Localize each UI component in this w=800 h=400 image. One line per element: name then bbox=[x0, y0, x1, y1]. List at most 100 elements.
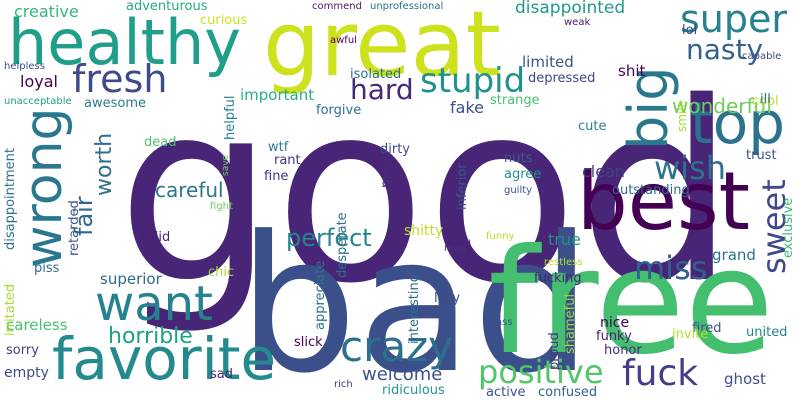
word: forgive bbox=[316, 103, 362, 118]
word: fucking bbox=[534, 271, 582, 286]
word: horrible bbox=[108, 324, 193, 349]
word: dead bbox=[144, 135, 177, 150]
word: favorite bbox=[52, 325, 277, 393]
word: healthy bbox=[8, 6, 241, 79]
word: adventurous bbox=[126, 0, 208, 14]
word: appreciate bbox=[313, 260, 328, 330]
word: interesting bbox=[407, 274, 422, 344]
word: nasty bbox=[686, 33, 764, 66]
word: ghost bbox=[724, 370, 766, 388]
word: helpful bbox=[223, 95, 238, 140]
word: wonderful bbox=[672, 94, 772, 118]
word: disappointment bbox=[3, 147, 18, 250]
word: important bbox=[240, 86, 315, 104]
word: rant bbox=[274, 153, 301, 168]
word: cool bbox=[752, 94, 779, 109]
word: bad bbox=[238, 196, 592, 400]
word: positive bbox=[478, 353, 604, 391]
word: good bbox=[117, 50, 736, 338]
word: isolated bbox=[350, 67, 402, 82]
word: limited bbox=[522, 53, 574, 71]
word: shitty bbox=[404, 223, 444, 239]
word: superior bbox=[100, 270, 162, 288]
word: careful bbox=[155, 178, 224, 202]
word: hard bbox=[350, 73, 414, 106]
word: unacceptable bbox=[4, 96, 72, 107]
word: wish bbox=[654, 149, 727, 187]
word: loyal bbox=[20, 72, 58, 91]
word: worth bbox=[92, 132, 117, 196]
word: rich bbox=[334, 379, 353, 390]
word: save bbox=[221, 154, 231, 176]
word: slick bbox=[294, 335, 323, 350]
word: mess bbox=[379, 153, 394, 188]
word: stupid bbox=[420, 61, 526, 101]
word: disappointed bbox=[515, 0, 626, 18]
word: miss bbox=[634, 249, 708, 287]
word: fight bbox=[210, 201, 233, 212]
word: outstanding bbox=[612, 183, 690, 198]
word: ill bbox=[760, 92, 771, 107]
word: shit bbox=[618, 62, 646, 80]
word: sad bbox=[210, 367, 233, 382]
word: helpless bbox=[4, 61, 45, 72]
word: shameful bbox=[563, 293, 578, 354]
word: dirty bbox=[380, 142, 410, 157]
word: weak bbox=[564, 17, 591, 28]
word: desperate bbox=[335, 212, 350, 278]
word: fake bbox=[450, 98, 484, 117]
word: honor bbox=[604, 343, 642, 358]
word: top bbox=[690, 89, 786, 157]
word: funny bbox=[486, 231, 515, 242]
word: clean bbox=[582, 162, 626, 181]
word: curious bbox=[200, 13, 248, 28]
word: sorry bbox=[6, 343, 39, 358]
word: true bbox=[548, 230, 581, 249]
word: awful bbox=[330, 35, 357, 46]
word: confused bbox=[538, 385, 598, 400]
word: strange bbox=[490, 93, 540, 108]
word: cute bbox=[578, 119, 607, 134]
word: restless bbox=[544, 257, 583, 268]
word: chic bbox=[208, 265, 235, 280]
word: fine bbox=[264, 169, 289, 184]
word: creative bbox=[14, 2, 79, 21]
word: commend bbox=[312, 1, 362, 12]
word: active bbox=[486, 385, 526, 400]
word: welcome bbox=[362, 364, 443, 385]
word: guilty bbox=[504, 185, 533, 196]
word: mad bbox=[444, 243, 467, 254]
word: perfect bbox=[286, 224, 372, 252]
word: ridiculous bbox=[382, 383, 445, 398]
word: trust bbox=[746, 148, 777, 163]
word: ass bbox=[496, 317, 513, 328]
word: irritated bbox=[3, 283, 18, 336]
word: depressed bbox=[528, 71, 596, 86]
word: grand bbox=[712, 246, 756, 264]
word: wrong bbox=[14, 107, 74, 268]
word: united bbox=[746, 325, 788, 340]
word: proud bbox=[547, 332, 562, 370]
word: fresh bbox=[72, 57, 168, 101]
word: free bbox=[488, 218, 774, 387]
word: wtf bbox=[268, 140, 289, 155]
word: best bbox=[577, 155, 751, 248]
word: tired bbox=[448, 239, 472, 250]
word: lazy bbox=[434, 291, 461, 306]
word: awesome bbox=[84, 96, 146, 111]
word: agree bbox=[504, 167, 542, 182]
word: piss bbox=[34, 261, 60, 276]
word: want bbox=[95, 276, 213, 332]
word: unprofessional bbox=[370, 1, 444, 12]
word: solid bbox=[140, 230, 171, 245]
word: invite bbox=[672, 327, 709, 342]
word: nice bbox=[600, 315, 630, 331]
word: inferior bbox=[455, 163, 470, 210]
word: fired bbox=[692, 321, 722, 336]
word: smile bbox=[675, 100, 689, 132]
word: fuck bbox=[622, 353, 699, 394]
word: capable bbox=[742, 51, 782, 62]
word: lol bbox=[682, 23, 698, 38]
word: funky bbox=[596, 329, 632, 344]
word: exclusive bbox=[781, 197, 796, 258]
